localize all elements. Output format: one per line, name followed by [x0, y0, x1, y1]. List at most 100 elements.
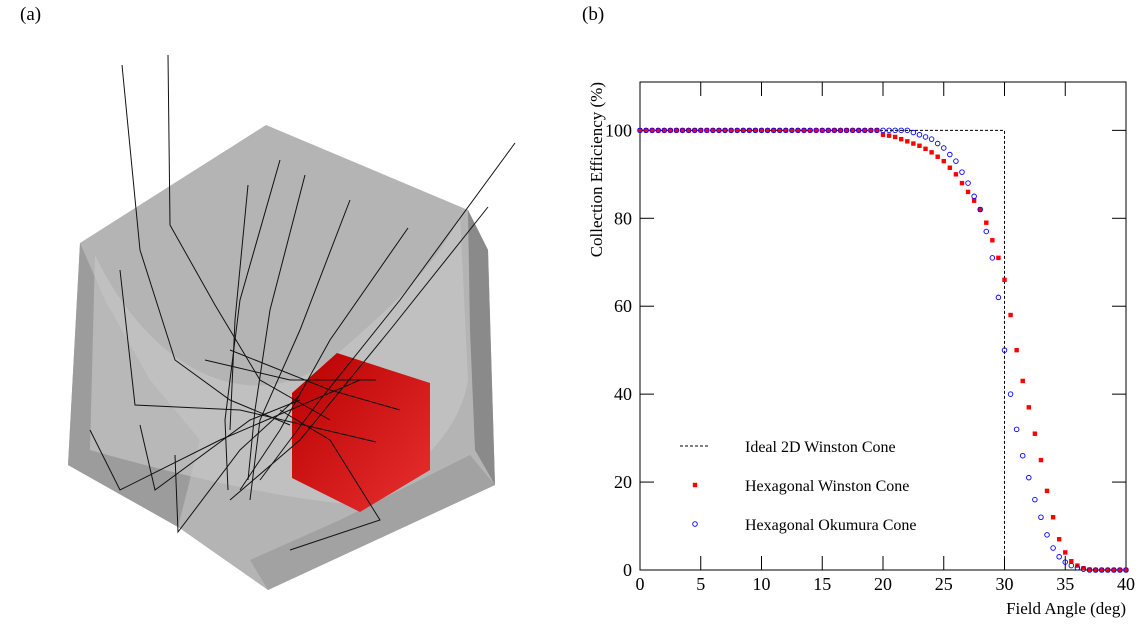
data-point: [1032, 431, 1038, 436]
y-axis-label: Collection Efficiency (%): [587, 82, 606, 257]
data-point: [1007, 391, 1014, 397]
data-point: [880, 132, 886, 137]
data-point: [978, 207, 983, 212]
legend-label: Hexagonal Winston Cone: [745, 478, 909, 495]
data-point: [1098, 567, 1105, 573]
data-point: [904, 127, 911, 134]
y-tick-label: 40: [614, 384, 632, 404]
data-point: [710, 127, 716, 134]
data-point: [722, 127, 728, 134]
data-point: [947, 151, 953, 158]
data-point: [1056, 537, 1062, 542]
data-point: [674, 128, 679, 133]
ideal-curve: [640, 129, 1005, 570]
data-point: [698, 128, 703, 133]
data-point: [704, 127, 710, 134]
data-point: [1117, 567, 1123, 573]
data-point: [728, 127, 734, 134]
cone-right-face: [468, 210, 495, 485]
data-point: [1105, 567, 1111, 573]
data-point: [1105, 567, 1110, 573]
data-point: [959, 169, 965, 175]
data-point: [1044, 532, 1050, 538]
data-point: [685, 127, 692, 134]
data-point: [698, 127, 704, 134]
data-point: [1020, 378, 1025, 384]
data-point: [917, 143, 922, 148]
x-tick-label: 20: [874, 574, 892, 594]
data-point: [673, 127, 680, 134]
data-point: [868, 128, 874, 133]
chart: 0 5 10 15 20 25 30 35 40 0 20 40 60 80 100 Field Angle …: [587, 81, 1135, 618]
data-point: [637, 127, 643, 134]
data-point: [983, 228, 990, 235]
data-point: [1087, 567, 1092, 572]
sensor-hexagon: [292, 353, 430, 512]
data-point: [855, 127, 862, 134]
plot-frame: [639, 81, 1127, 571]
data-point: [789, 128, 795, 133]
legend-key: [692, 521, 698, 527]
data-point: [771, 128, 776, 133]
data-point: [661, 127, 668, 134]
data-point: [734, 127, 740, 134]
data-point: [892, 127, 898, 134]
y-tick-label: 100: [605, 120, 632, 140]
data-point: [965, 189, 971, 195]
data-point: [1080, 566, 1087, 572]
data-point: [837, 127, 844, 134]
cone-rendering: [68, 54, 516, 590]
data-point: [844, 128, 849, 133]
data-point: [886, 133, 892, 138]
data-point: [686, 128, 691, 133]
panel-label: (a): [20, 4, 41, 25]
data-point: [862, 127, 868, 134]
data-point: [977, 206, 983, 213]
data-point: [1081, 566, 1086, 571]
data-point: [849, 127, 856, 134]
data-point: [1117, 567, 1123, 573]
x-tick-label: 40: [1117, 574, 1135, 594]
data-point: [1056, 554, 1062, 560]
data-point: [1123, 567, 1129, 573]
data-point: [691, 127, 698, 134]
data-point: [971, 193, 977, 200]
data-point: [747, 128, 752, 133]
data-point: [910, 129, 917, 136]
data-point: [1062, 559, 1068, 565]
data-point: [826, 128, 831, 133]
data-point: [801, 128, 807, 133]
data-point: [807, 127, 813, 134]
data-point: [995, 294, 1002, 301]
data-point: [704, 128, 710, 133]
data-point: [843, 127, 850, 134]
data-point: [923, 146, 928, 152]
data-point: [831, 127, 838, 134]
data-point: [1111, 567, 1117, 573]
data-point: [929, 150, 934, 155]
data-point: [1092, 567, 1099, 573]
data-point: [819, 127, 826, 134]
data-point: [752, 127, 759, 134]
x-tick-label: 15: [813, 574, 831, 594]
data-point: [856, 128, 861, 133]
data-point: [667, 127, 674, 134]
data-point: [989, 255, 996, 261]
data-point: [892, 134, 898, 140]
data-point: [795, 128, 801, 133]
data-point: [899, 136, 904, 142]
data-point: [850, 128, 855, 133]
data-point: [1032, 496, 1038, 503]
y-tick-label: 20: [614, 472, 632, 492]
data-point: [668, 128, 673, 133]
data-point: [1050, 515, 1056, 520]
data-point: [820, 128, 825, 133]
data-point: [965, 180, 971, 186]
data-point: [716, 128, 722, 133]
y-tick-label: 80: [614, 208, 632, 228]
data-point: [649, 128, 655, 133]
data-point: [789, 127, 795, 134]
data-point: [832, 128, 837, 133]
x-tick-label: 30: [996, 574, 1014, 594]
